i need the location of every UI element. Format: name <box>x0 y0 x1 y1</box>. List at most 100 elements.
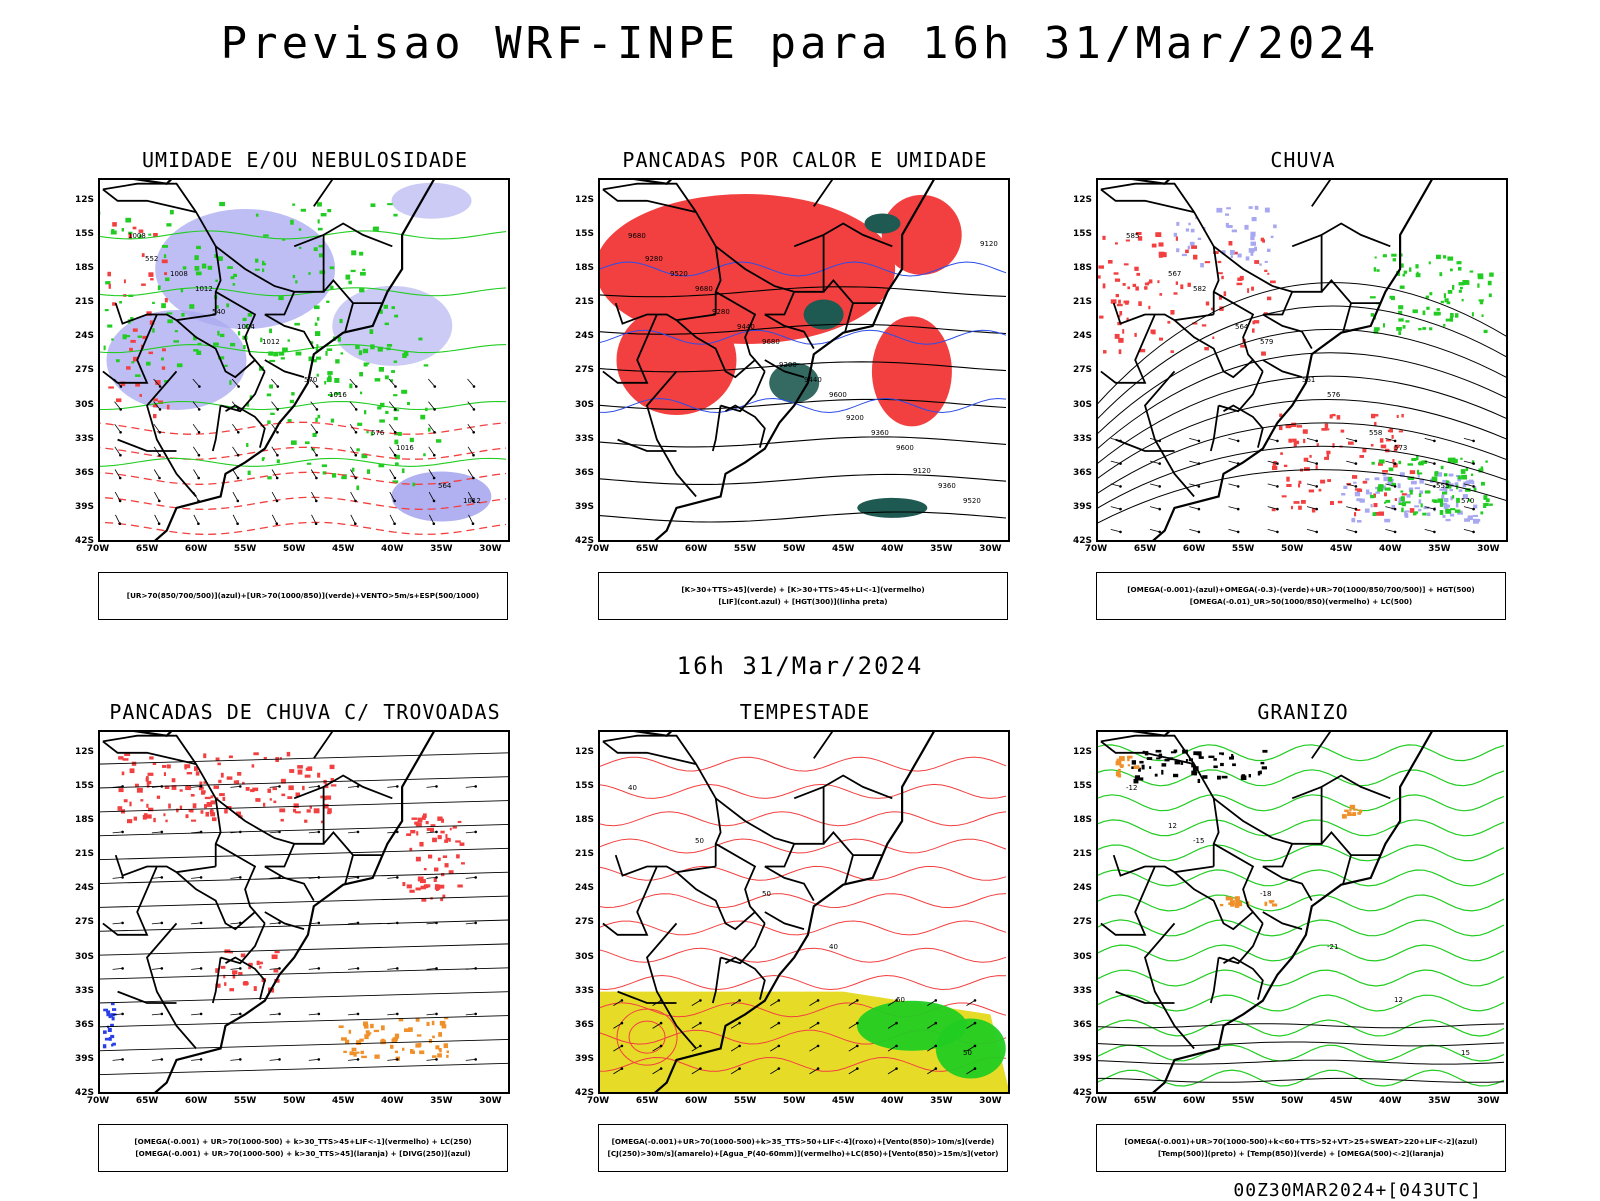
lon-tick-label: 40W <box>377 544 407 554</box>
lon-tick-label: 40W <box>1375 544 1405 554</box>
legend-text: [CJ(250)>30m/s](amarelo)+[Agua_P(40-60mm… <box>608 1148 999 1160</box>
lat-tick-label: 36S <box>570 1020 594 1030</box>
lat-tick-label: 12S <box>1068 195 1092 205</box>
contour-label: 9680 <box>628 232 646 240</box>
contour-label: -21 <box>1327 943 1338 951</box>
field-area <box>616 305 736 415</box>
lon-tick-label: 35W <box>1424 1096 1454 1106</box>
lat-tick-label: 12S <box>70 747 94 757</box>
lat-tick-label: 30S <box>570 952 594 962</box>
contour-label: 9520 <box>670 270 688 278</box>
contour-label: 9680 <box>695 285 713 293</box>
lat-tick-label: 12S <box>570 747 594 757</box>
legend-text: [OMEGA(-0.001)-(azul)+OMEGA(-0.3)-(verde… <box>1127 584 1474 596</box>
lon-tick-label: 60W <box>681 1096 711 1106</box>
lon-tick-label: 35W <box>926 1096 956 1106</box>
contour-label: 9200 <box>846 414 864 422</box>
lat-tick-label: 39S <box>1068 1054 1092 1064</box>
lon-tick-label: 55W <box>1228 544 1258 554</box>
lat-tick-label: 36S <box>1068 1020 1092 1030</box>
contour-label: -15 <box>1193 837 1204 845</box>
lat-tick-label: 15S <box>570 229 594 239</box>
lat-tick-label: 18S <box>1068 263 1092 273</box>
contour-label: 1012 <box>463 497 481 505</box>
lat-tick-label: 30S <box>70 400 94 410</box>
legend-text: [UR>70(850/700/500)](azul)+[UR>70(1000/8… <box>127 590 479 602</box>
lat-tick-label: 33S <box>70 434 94 444</box>
contour-label: 585 <box>1126 232 1139 240</box>
lat-tick-label: 15S <box>1068 781 1092 791</box>
lat-tick-label: 21S <box>570 849 594 859</box>
lon-tick-label: 70W <box>583 1096 613 1106</box>
legend-box: [OMEGA(-0.001)-(azul)+OMEGA(-0.3)-(verde… <box>1096 572 1506 620</box>
lat-tick-label: 30S <box>1068 952 1092 962</box>
lon-tick-label: 30W <box>1473 1096 1503 1106</box>
lat-tick-label: 12S <box>1068 747 1092 757</box>
lon-tick-label: 35W <box>1424 544 1454 554</box>
legend-box: [OMEGA(-0.001) + UR>70(1000-500) + k>30_… <box>98 1124 508 1172</box>
legend-text: [K>30+TTS>45](verde) + [K>30+TTS>45+LI<-… <box>681 584 924 596</box>
lat-tick-label: 33S <box>1068 986 1092 996</box>
lat-tick-label: 27S <box>70 917 94 927</box>
contour-label: 9440 <box>804 376 822 384</box>
lat-tick-label: 30S <box>1068 400 1092 410</box>
main-title: Previsao WRF-INPE para 16h 31/Mar/2024 <box>0 18 1600 69</box>
lon-tick-label: 70W <box>1081 1096 1111 1106</box>
lat-tick-label: 18S <box>70 815 94 825</box>
lat-tick-label: 12S <box>570 195 594 205</box>
lat-tick-label: 36S <box>1068 468 1092 478</box>
contour-label: 1012 <box>195 285 213 293</box>
contour-label: 576 <box>1327 391 1341 399</box>
lon-tick-label: 70W <box>1081 544 1111 554</box>
lat-tick-label: 18S <box>570 263 594 273</box>
lat-tick-label: 36S <box>570 468 594 478</box>
lat-tick-label: 33S <box>1068 434 1092 444</box>
contour-label: 1016 <box>396 444 414 452</box>
lon-tick-label: 55W <box>230 1096 260 1106</box>
contour-label: 576 <box>371 429 385 437</box>
lon-tick-label: 55W <box>730 1096 760 1106</box>
lat-tick-label: 18S <box>70 263 94 273</box>
panel-title: PANCADAS DE CHUVA C/ TROVOADAS <box>90 700 520 724</box>
contour-label: 564 <box>438 482 452 490</box>
lon-tick-label: 35W <box>926 544 956 554</box>
lon-tick-label: 50W <box>1277 1096 1307 1106</box>
contour-label: 9120 <box>980 240 998 248</box>
contour-label: -12 <box>1126 784 1137 792</box>
panel-title: PANCADAS POR CALOR E UMIDADE <box>590 148 1020 172</box>
lon-tick-label: 65W <box>1130 544 1160 554</box>
legend-text: [OMEGA(-0.001)+UR>70(1000-500)+k<60+TTS>… <box>1124 1136 1477 1148</box>
field-area <box>392 183 472 219</box>
lat-tick-label: 39S <box>570 502 594 512</box>
contour-label: 9360 <box>938 482 956 490</box>
lat-tick-label: 27S <box>570 365 594 375</box>
lon-tick-label: 45W <box>1326 1096 1356 1106</box>
lat-tick-label: 27S <box>70 365 94 375</box>
lon-tick-label: 55W <box>230 544 260 554</box>
contour-label: 9360 <box>871 429 889 437</box>
contour-label: -18 <box>1260 890 1271 898</box>
lat-tick-label: 30S <box>70 952 94 962</box>
lat-tick-label: 36S <box>70 1020 94 1030</box>
field-area <box>864 214 900 234</box>
lat-tick-label: 24S <box>1068 331 1092 341</box>
lat-tick-label: 21S <box>570 297 594 307</box>
lon-tick-label: 70W <box>83 544 113 554</box>
mid-title: 16h 31/Mar/2024 <box>0 652 1600 680</box>
lon-tick-label: 45W <box>828 1096 858 1106</box>
contour-label: 567 <box>1168 270 1181 278</box>
contour-label: 561 <box>1302 376 1315 384</box>
contour-label: 1008 <box>170 270 188 278</box>
contour-label: 552 <box>145 255 158 263</box>
contour-label: 50 <box>963 1049 972 1057</box>
lon-tick-label: 30W <box>475 1096 505 1106</box>
lon-tick-label: 60W <box>1179 544 1209 554</box>
legend-text: [OMEGA(-0.01)_UR>50(1000/850)(vermelho) … <box>1190 596 1412 608</box>
lat-tick-label: 21S <box>1068 849 1092 859</box>
contour-label: 40 <box>628 784 637 792</box>
